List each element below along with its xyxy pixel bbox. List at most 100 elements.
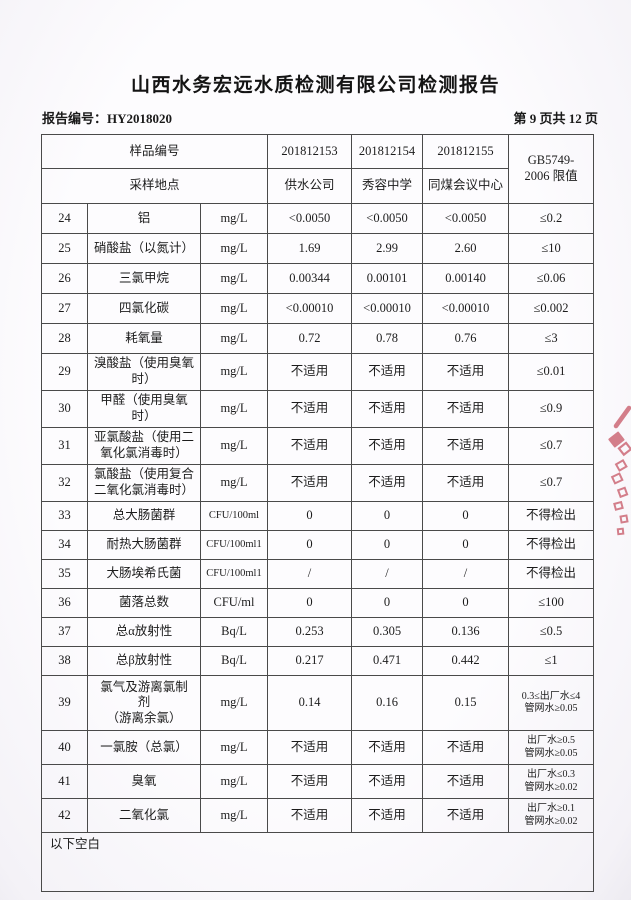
row-no: 34 <box>41 530 88 560</box>
value: 0.00101 <box>351 263 424 294</box>
unit: mg/L <box>199 390 269 428</box>
param-name: 总α放射性 <box>87 617 201 647</box>
param-name: 甲醛（使用臭氧 时） <box>87 390 201 428</box>
value: 0.442 <box>422 646 510 676</box>
limit: ≤0.7 <box>508 464 595 502</box>
value: 0 <box>351 588 424 618</box>
location: 同煤会议中心 <box>422 168 510 204</box>
param-name: 一氯胺（总氯） <box>87 730 201 765</box>
value: 0.78 <box>351 323 424 354</box>
limit: 不得检出 <box>508 530 595 560</box>
location: 供水公司 <box>267 168 353 204</box>
row-no: 31 <box>41 427 88 465</box>
table-row: 31 亚氯酸盐（使用二 氧化氯消毒时） mg/L 不适用 不适用 不适用 ≤0.… <box>41 427 595 465</box>
row-no: 24 <box>41 203 88 234</box>
limit: 出厂水≤0.3 管网水≥0.02 <box>508 764 595 799</box>
red-seal-stamp <box>608 405 631 536</box>
param-name: 硝酸盐（以氮计） <box>87 233 201 264</box>
row-no: 33 <box>41 501 88 531</box>
table-row: 33 总大肠菌群 CFU/100ml 0 0 0 不得检出 <box>41 501 595 531</box>
location-label: 采样地点 <box>40 168 269 204</box>
param-name: 总大肠菌群 <box>87 501 201 531</box>
limit: ≤0.2 <box>508 203 595 234</box>
unit: mg/L <box>199 764 269 799</box>
limit: 出厂水≥0.5 管网水≥0.05 <box>508 730 595 765</box>
value: 不适用 <box>422 353 510 391</box>
limit: ≤0.9 <box>508 390 595 428</box>
value: / <box>267 559 353 589</box>
table-row: 35 大肠埃希氏菌 CFU/100ml1 / / / 不得检出 <box>41 559 595 589</box>
value: / <box>422 559 510 589</box>
value: 2.60 <box>422 233 510 264</box>
unit: mg/L <box>199 427 269 465</box>
value: 不适用 <box>267 798 353 833</box>
report-title: 山西水务宏远水质检测有限公司检测报告 <box>130 75 500 96</box>
param-name: 二氧化氯 <box>87 798 201 833</box>
header-row-sample-id: 样品编号 201812153 201812154 201812155 GB574… <box>40 134 595 204</box>
value: 0.76 <box>422 323 510 354</box>
row-no: 26 <box>41 263 88 294</box>
limit: 0.3≤出厂水≤4 管网水≥0.05 <box>508 675 595 731</box>
row-no: 42 <box>41 798 88 833</box>
blank-footer-row: 以下空白 <box>40 832 595 892</box>
value: 2.99 <box>351 233 424 264</box>
value: 0.72 <box>267 323 353 354</box>
unit: Bq/L <box>199 646 269 676</box>
table-row: 28 耗氧量 mg/L 0.72 0.78 0.76 ≤3 <box>41 323 595 354</box>
value: 0 <box>351 530 424 560</box>
sample-id: 201812153 <box>267 134 353 169</box>
param-name: 氯酸盐（使用复合 二氧化氯消毒时） <box>87 464 201 502</box>
page-indicator: 第 9 页共 12 页 <box>513 111 598 126</box>
value: 不适用 <box>422 798 510 833</box>
limit: ≤3 <box>508 323 595 354</box>
unit: mg/L <box>199 293 269 324</box>
value: 0.253 <box>267 617 353 647</box>
limit-header: GB5749- 2006 限值 <box>508 134 595 204</box>
table-row: 38 总β放射性 Bq/L 0.217 0.471 0.442 ≤1 <box>41 646 595 676</box>
param-name: 菌落总数 <box>87 588 201 618</box>
results-table: 样品编号 201812153 201812154 201812155 GB574… <box>40 134 595 892</box>
limit: ≤0.7 <box>508 427 595 465</box>
footer-note: 以下空白 <box>40 832 595 892</box>
value: 0.00344 <box>267 263 353 294</box>
value: 0.14 <box>267 675 353 731</box>
value: 0.471 <box>351 646 424 676</box>
value: 不适用 <box>351 427 424 465</box>
param-name: 亚氯酸盐（使用二 氧化氯消毒时） <box>87 427 201 465</box>
table-row: 34 耐热大肠菌群 CFU/100ml1 0 0 0 不得检出 <box>41 530 595 560</box>
param-name: 氯气及游离氯制 剂 （游离余氯） <box>87 675 201 731</box>
value: 不适用 <box>422 764 510 799</box>
unit: CFU/100ml <box>199 501 269 531</box>
value: 0.00140 <box>422 263 510 294</box>
row-no: 37 <box>41 617 88 647</box>
table-row: 24 铝 mg/L <0.0050 <0.0050 <0.0050 ≤0.2 <box>41 203 595 234</box>
unit: mg/L <box>199 203 269 234</box>
table-row: 27 四氯化碳 mg/L <0.00010 <0.00010 <0.00010 … <box>41 293 595 324</box>
sample-id: 201812155 <box>422 134 510 169</box>
limit: ≤0.01 <box>508 353 595 391</box>
unit: mg/L <box>199 798 269 833</box>
row-no: 40 <box>41 730 88 765</box>
report-meta: 报告编号：HY2018020 第 9 页共 12 页 <box>42 108 598 127</box>
param-name: 溴酸盐（使用臭氧 时） <box>87 353 201 391</box>
value: 不适用 <box>351 464 424 502</box>
value: 不适用 <box>351 353 424 391</box>
value: 0 <box>422 530 510 560</box>
unit: CFU/100ml1 <box>199 559 269 589</box>
row-no: 32 <box>41 464 88 502</box>
value: 不适用 <box>422 390 510 428</box>
value: 不适用 <box>267 730 353 765</box>
table-row: 40 一氯胺（总氯） mg/L 不适用 不适用 不适用 出厂水≥0.5 管网水≥… <box>41 730 595 765</box>
value: 不适用 <box>267 390 353 428</box>
row-no: 41 <box>41 764 88 799</box>
limit: ≤1 <box>508 646 595 676</box>
param-name: 四氯化碳 <box>87 293 201 324</box>
limit: ≤0.06 <box>508 263 595 294</box>
sample-id: 201812154 <box>351 134 424 169</box>
value: 0 <box>267 588 353 618</box>
param-name: 大肠埃希氏菌 <box>87 559 201 589</box>
row-no: 25 <box>41 233 88 264</box>
param-name: 铝 <box>87 203 201 234</box>
sample-id-label: 样品编号 <box>40 134 269 169</box>
limit: ≤0.5 <box>508 617 595 647</box>
